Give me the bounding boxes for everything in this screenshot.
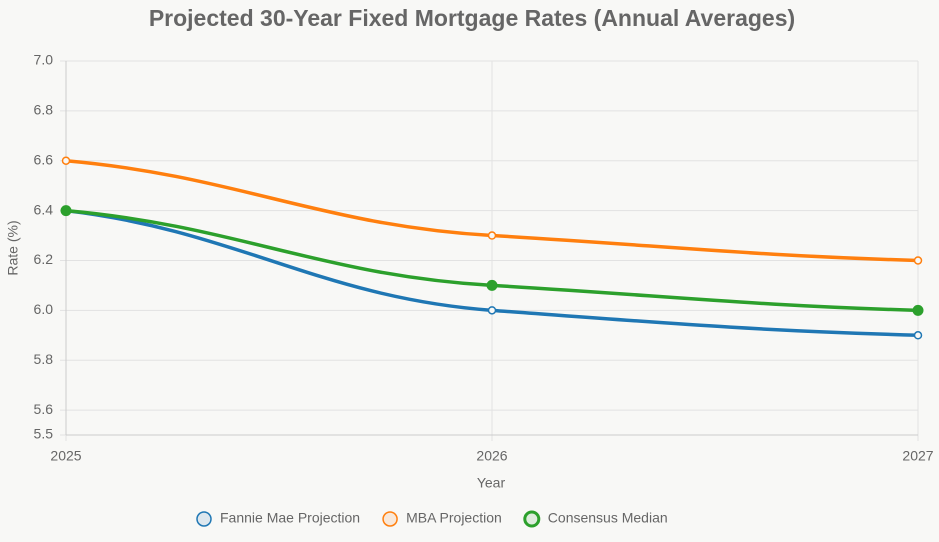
legend-label: MBA Projection [406,510,502,526]
x-tick-label: 2026 [476,448,507,464]
point [61,156,71,165]
point [60,205,72,217]
y-tick-label: 5.5 [34,426,54,442]
y-tick-label: 6.8 [34,102,54,118]
y-tick-label: 6.2 [34,251,54,267]
point [487,231,497,240]
x-tick-label: 2027 [902,448,933,464]
y-tick-label: 6.0 [34,301,54,317]
y-tick-label: 7.0 [34,52,54,68]
point [486,279,498,291]
legend: Fannie Mae Projection MBA Projection Conse… [196,510,668,528]
legend-item: Consensus Median [523,510,668,528]
y-axis-title: Rate (%) [5,220,21,275]
point [913,331,923,340]
legend-swatch [523,510,541,528]
y-tick-label: 5.8 [34,351,54,367]
legend-swatch [382,511,398,527]
chart-title: Projected 30-Year Fixed Mortgage Rates (… [149,5,795,31]
x-tick-label: 2025 [50,448,81,464]
legend-label: Consensus Median [548,510,668,526]
y-tick-label: 5.6 [34,401,54,417]
legend-label: Fannie Mae Projection [220,510,360,526]
y-tick-label: 6.6 [34,151,54,167]
point [913,256,923,265]
legend-swatch [196,511,212,527]
point [487,306,497,315]
x-axis-title: Year [477,475,506,491]
legend-item: MBA Projection [382,510,502,527]
point [912,304,924,316]
y-tick-label: 6.4 [34,201,54,217]
legend-item: Fannie Mae Projection [196,510,360,527]
